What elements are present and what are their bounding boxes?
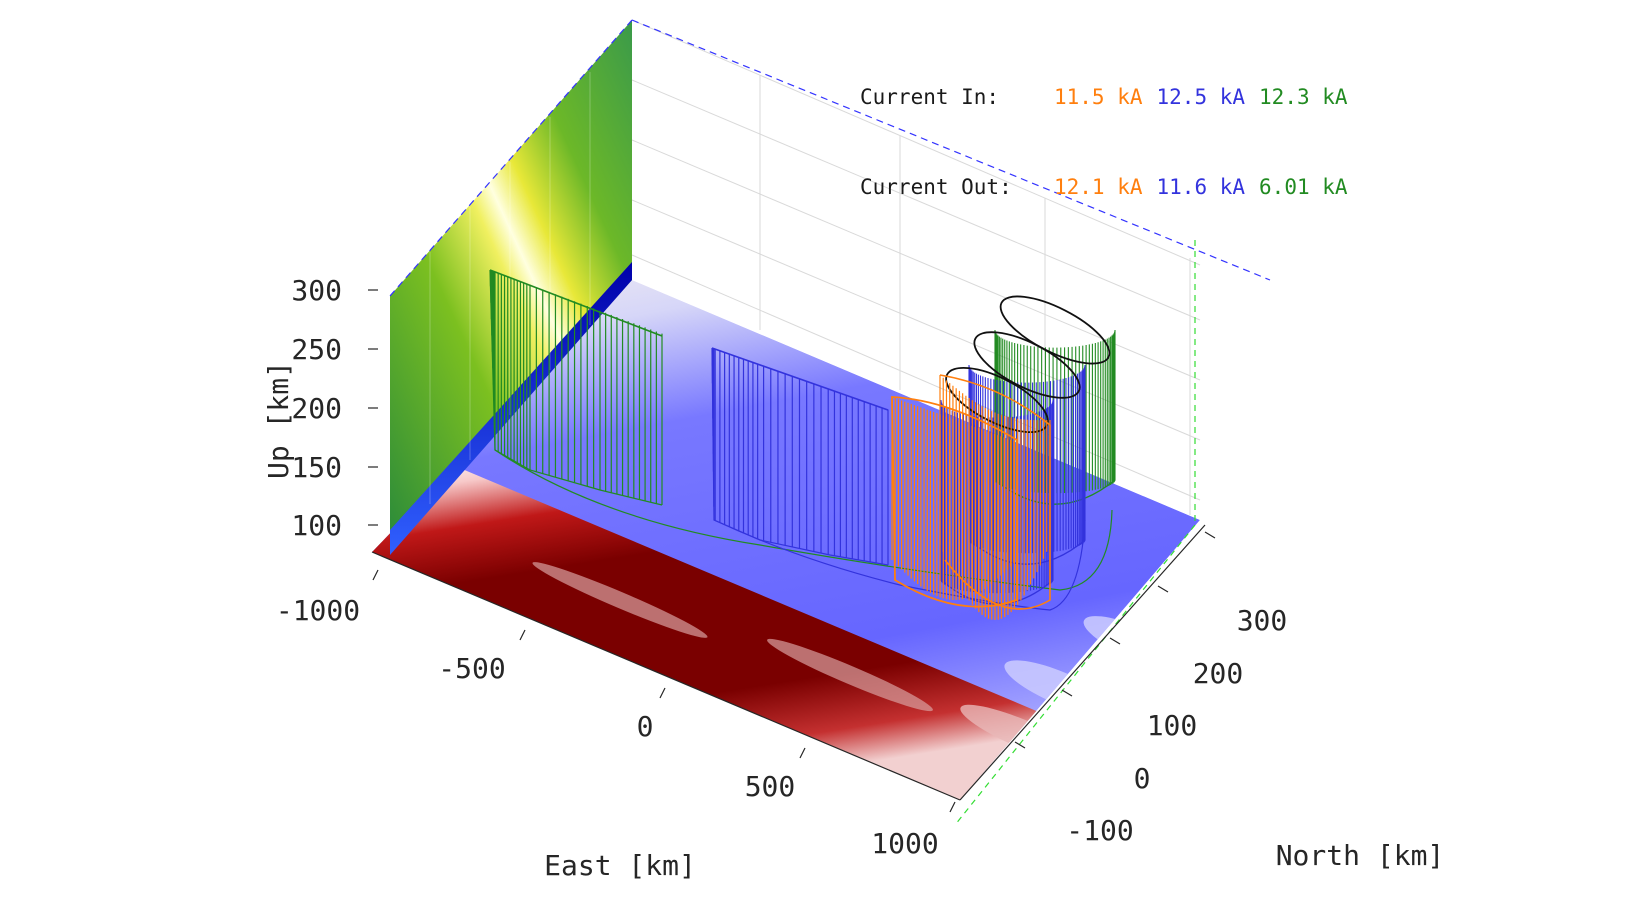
legend-value: 6.01 kA [1259, 175, 1348, 199]
x-tick-mark [659, 687, 666, 699]
green-loop-left [489, 269, 663, 506]
z-tick-label: 300 [291, 274, 342, 307]
y-axis-label: North [km] [1276, 839, 1445, 872]
y-tick-mark [1157, 585, 1169, 593]
orange-outline [891, 396, 1018, 608]
y-tick-label: 0 [1134, 762, 1151, 795]
x-tick-mark [519, 629, 526, 641]
x-tick-label: -1000 [276, 594, 360, 627]
legend-value: 12.3 kA [1259, 85, 1348, 109]
y-tick-mark [1014, 741, 1026, 749]
legend-value: 12.1 kA [1054, 175, 1143, 199]
x-axis-label: East [km] [544, 849, 696, 882]
x-tick-label: 1000 [871, 827, 938, 860]
z-tick-label: 200 [291, 392, 342, 425]
green-cylinder-rim [999, 295, 1111, 365]
floor-blob [532, 562, 708, 638]
x-tick-label: 0 [637, 710, 654, 743]
legend-value: 11.5 kA [1054, 85, 1143, 109]
z-tick-label: 150 [291, 451, 342, 484]
blue-cylinder-rim [973, 331, 1081, 399]
x-tick-label: -500 [438, 652, 505, 685]
legend-label-out: Current Out: [860, 175, 1012, 199]
legend-value: 11.6 kA [1156, 175, 1246, 199]
grid-back [631, 19, 1201, 515]
y-tick-mark [1204, 531, 1216, 539]
y-tick-label: -100 [1066, 814, 1133, 847]
green-loop-floor [494, 449, 1113, 591]
y-tick-label: 100 [1147, 709, 1198, 742]
x-tick-mark [799, 747, 806, 759]
back-top-edge [631, 19, 1271, 281]
y-tick-mark [1109, 637, 1121, 645]
legend: Current In: 11.5 kA 12.5 kA 12.3 kA Current… [860, 22, 1348, 262]
y-tick-label: 300 [1237, 604, 1288, 637]
current-loops [489, 269, 1116, 620]
legend-row-out: Current Out: 12.1 kA 11.6 kA 6.01 kA [860, 172, 1348, 202]
floor-blob [767, 638, 933, 712]
x-tick-label: 500 [745, 770, 796, 803]
blue-loop-top [711, 347, 889, 411]
blue-loop-left [711, 347, 889, 566]
y-axis-line [959, 524, 1206, 801]
y-tick-mark [1061, 689, 1073, 697]
z-axis-label: Up [km] [262, 361, 295, 479]
blue-loop-floor [713, 519, 1086, 611]
marker-line [954, 524, 1196, 826]
x-axis-line [371, 551, 961, 801]
x-tick-mark [372, 569, 379, 581]
z-tick-label: 250 [291, 333, 342, 366]
orange-outline-2 [939, 374, 1051, 610]
legend-label-in: Current In: [860, 85, 1000, 109]
green-loop-top [489, 269, 663, 337]
legend-value: 12.5 kA [1156, 85, 1246, 109]
orange-loop [891, 374, 1051, 620]
z-tick-label: 100 [291, 509, 342, 542]
x-tick-mark [949, 801, 956, 813]
legend-row-in: Current In: 11.5 kA 12.5 kA 12.3 kA [860, 82, 1348, 112]
y-tick-label: 200 [1193, 657, 1244, 690]
